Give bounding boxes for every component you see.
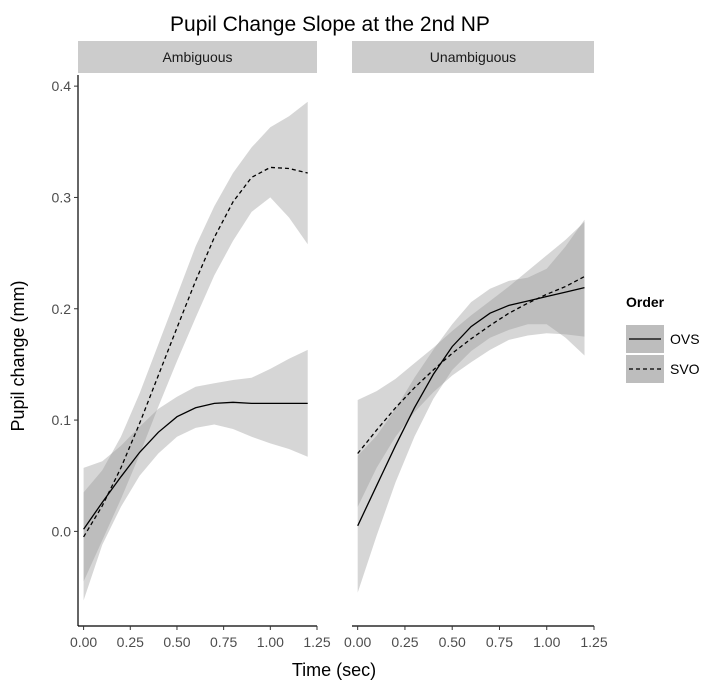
panel-ambiguous: Ambiguous 0.0 0.1 0.2 0.3 0.4 0.00 0.25 0.50 0.75… xyxy=(52,41,331,650)
strip-background xyxy=(352,41,594,73)
y-tick-label: 0.4 xyxy=(52,78,72,94)
chart-title: Pupil Change Slope at the 2nd NP xyxy=(170,13,490,36)
x-tick-label: 0.25 xyxy=(117,634,144,650)
strip-label: Unambiguous xyxy=(430,49,516,65)
legend-label-svo: SVO xyxy=(670,361,700,377)
y-tick-label: 0.0 xyxy=(52,523,72,539)
x-tick-label: 1.00 xyxy=(533,634,560,650)
panel-unambiguous: Unambiguous 0.00 0.25 0.50 0.75 1.00 1.25 xyxy=(344,41,608,650)
x-tick-label: 1.00 xyxy=(257,634,284,650)
x-tick-label: 0.50 xyxy=(439,634,466,650)
x-axis-title: Time (sec) xyxy=(292,660,376,680)
y-axis-title: Pupil change (mm) xyxy=(8,280,28,431)
ribbon-ovs xyxy=(357,219,585,593)
x-tick-label: 0.00 xyxy=(344,634,371,650)
line-svo xyxy=(83,166,308,538)
ribbon-ovs xyxy=(83,349,308,601)
x-tick-label: 0.75 xyxy=(486,634,513,650)
legend: Order OVS SVO xyxy=(626,294,700,383)
x-tick-label: 0.50 xyxy=(163,634,190,650)
panels: Ambiguous 0.0 0.1 0.2 0.3 0.4 0.00 0.25 0.50 0.75… xyxy=(52,41,608,650)
line-ovs xyxy=(357,286,585,527)
ribbon-svo xyxy=(357,221,585,507)
strip-background xyxy=(78,41,317,73)
x-tick-label: 0.25 xyxy=(391,634,418,650)
x-tick-label: 0.00 xyxy=(70,634,97,650)
x-tick-label: 0.75 xyxy=(210,634,237,650)
ribbon-svo xyxy=(83,101,308,582)
legend-title: Order xyxy=(626,294,665,310)
line-ovs xyxy=(83,401,308,530)
line-svo xyxy=(357,275,585,454)
y-tick-label: 0.2 xyxy=(52,301,72,317)
legend-label-ovs: OVS xyxy=(670,331,700,347)
x-tick-label: 1.25 xyxy=(303,634,330,650)
y-tick-label: 0.1 xyxy=(52,412,72,428)
y-tick-label: 0.3 xyxy=(52,189,72,205)
strip-label: Ambiguous xyxy=(162,49,232,65)
x-tick-label: 1.25 xyxy=(580,634,607,650)
